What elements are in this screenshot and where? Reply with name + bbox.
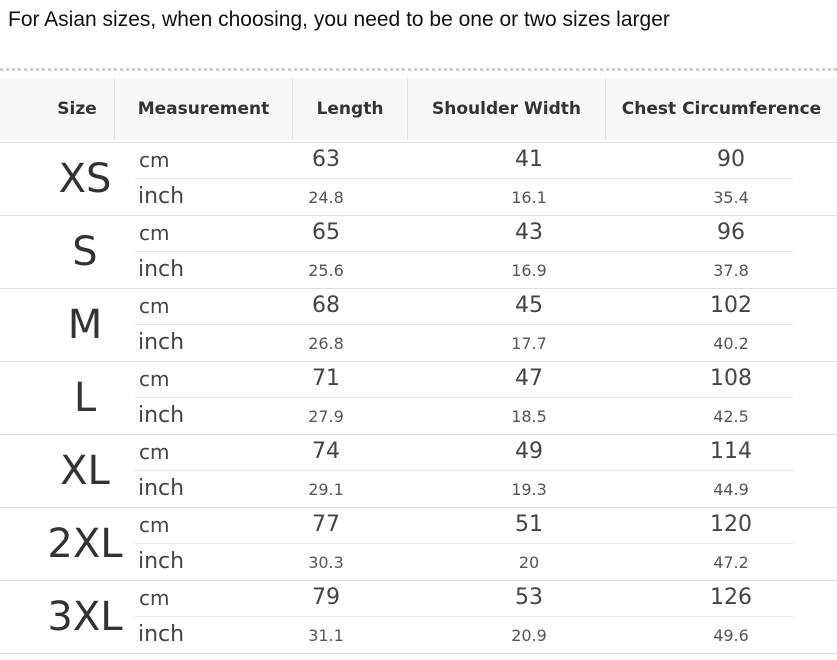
header-cell: Size [40, 78, 115, 140]
inch-value: 30.3 [308, 553, 344, 572]
inch-value: 44.9 [713, 480, 749, 499]
cm-value: 114 [710, 439, 752, 464]
unit-label: cm [139, 586, 170, 610]
inch-value: 17.7 [511, 334, 547, 353]
cm-value: 120 [710, 512, 752, 537]
unit-label: cm [139, 221, 170, 245]
cm-value: 126 [710, 585, 752, 610]
cm-value: 45 [515, 293, 543, 318]
separator [0, 68, 837, 71]
cm-value: 63 [312, 147, 340, 172]
inch-value: 27.9 [308, 407, 344, 426]
inch-value: 26.8 [308, 334, 344, 353]
inch-value: 16.9 [511, 261, 547, 280]
unit-label: inch [138, 330, 185, 355]
sub-border [135, 324, 793, 325]
row-border [0, 215, 837, 216]
unit-label: inch [138, 257, 185, 282]
unit-label: inch [138, 403, 185, 428]
size-note: For Asian sizes, when choosing, you need… [8, 8, 670, 31]
header-cell: Measurement [115, 78, 293, 140]
cm-value: 49 [515, 439, 543, 464]
row-border [0, 580, 837, 581]
inch-value: 49.6 [713, 626, 749, 645]
header-cell: Chest Circumference [621, 99, 822, 119]
row-border [0, 653, 837, 654]
cm-value: 108 [710, 366, 752, 391]
unit-label: inch [138, 549, 185, 574]
cm-value: 51 [515, 512, 543, 537]
cm-value: 102 [710, 293, 752, 318]
cm-value: 53 [515, 585, 543, 610]
sub-border [135, 397, 793, 398]
inch-value: 19.3 [511, 480, 547, 499]
unit-label: cm [139, 367, 170, 391]
header-cell: Length [293, 78, 408, 140]
inch-value: 42.5 [713, 407, 749, 426]
unit-label: inch [138, 622, 185, 647]
size-label: S [72, 229, 98, 275]
header-cell: Shoulder Width [408, 78, 606, 140]
unit-label: cm [139, 148, 170, 172]
row-border [0, 288, 837, 289]
cm-value: 68 [312, 293, 340, 318]
inch-value: 16.1 [511, 188, 547, 207]
sub-border [135, 251, 793, 252]
inch-value: 20 [518, 553, 540, 572]
cm-value: 74 [312, 439, 340, 464]
cm-value: 79 [312, 585, 340, 610]
cm-value: 47 [515, 366, 543, 391]
inch-value: 35.4 [713, 188, 749, 207]
cm-value: 96 [717, 220, 745, 245]
unit-label: inch [138, 476, 185, 501]
size-label: XS [58, 156, 112, 202]
sub-border [135, 178, 793, 179]
unit-label: cm [139, 294, 170, 318]
cm-value: 43 [515, 220, 543, 245]
sub-border [135, 470, 793, 471]
inch-value: 20.9 [511, 626, 547, 645]
inch-value: 18.5 [511, 407, 547, 426]
inch-value: 31.1 [308, 626, 344, 645]
unit-label: inch [138, 184, 185, 209]
size-label: 3XL [47, 594, 123, 640]
sub-border [135, 616, 793, 617]
inch-value: 37.8 [713, 261, 749, 280]
cm-value: 77 [312, 512, 340, 537]
unit-label: cm [139, 513, 170, 537]
cm-value: 65 [312, 220, 340, 245]
size-label: 2XL [47, 521, 123, 567]
row-border [0, 507, 837, 508]
row-border [0, 361, 837, 362]
inch-value: 47.2 [713, 553, 749, 572]
row-border [0, 434, 837, 435]
sub-border [135, 543, 793, 544]
row-border [0, 142, 837, 143]
inch-value: 25.6 [308, 261, 344, 280]
size-label: M [67, 302, 103, 348]
inch-value: 24.8 [308, 188, 344, 207]
cm-value: 71 [312, 366, 340, 391]
table-header [0, 78, 837, 140]
cm-value: 90 [717, 147, 745, 172]
size-label: L [73, 375, 97, 421]
inch-value: 40.2 [713, 334, 749, 353]
cm-value: 41 [515, 147, 543, 172]
inch-value: 29.1 [308, 480, 344, 499]
size-label: XL [60, 448, 110, 494]
unit-label: cm [139, 440, 170, 464]
